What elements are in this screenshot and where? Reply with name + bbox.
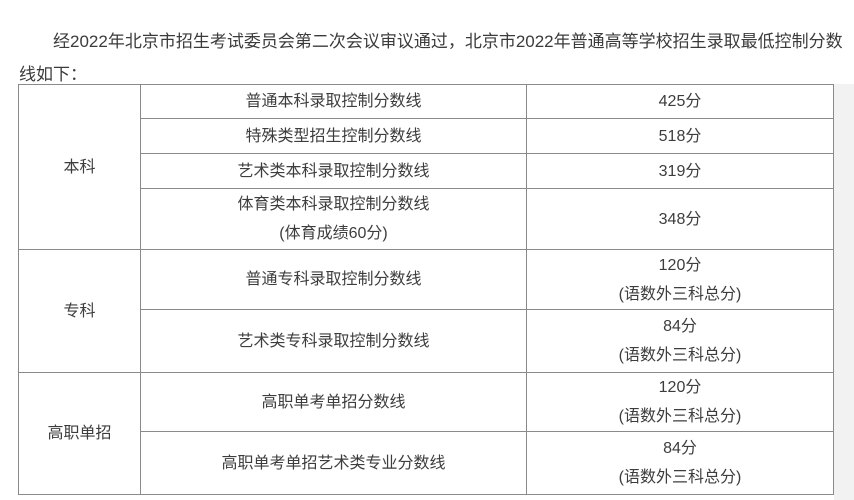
score-value: 348分 (658, 210, 702, 228)
table-row: 艺术类专科录取控制分数线 84分 (语数外三科总分) (19, 309, 834, 373)
score-note: (语数外三科总分) (618, 469, 742, 486)
score-cell: 84分 (语数外三科总分) (526, 431, 834, 495)
item-label: 高职单考单招艺术类专业分数线 (221, 454, 446, 472)
category-cell-zhuanke: 专科 (18, 249, 141, 373)
table-row: 高职单招 高职单考单招分数线 120分 (语数外三科总分) (18, 372, 834, 495)
score-note: (语数外三科总分) (618, 285, 742, 303)
item-label: 艺术类本科录取控制分数线 (237, 162, 430, 180)
score-cell: 518分 (526, 118, 834, 154)
score-value: 425分 (658, 93, 702, 110)
score-note: (语数外三科总分) (618, 408, 742, 425)
item-cell: 高职单考单招分数线 (140, 372, 527, 432)
score-cell: 120分 (语数外三科总分) (526, 249, 834, 310)
table-row: 特殊类型招生控制分数线 518分 (19, 118, 834, 154)
score-value: 120分 (658, 256, 702, 274)
item-cell: 高职单考单招艺术类专业分数线 (140, 431, 527, 495)
score-cell: 425分 (526, 84, 834, 119)
category-cell-benke: 本科 (18, 84, 141, 250)
item-cell: 普通本科录取控制分数线 (140, 84, 527, 119)
item-cell: 普通专科录取控制分数线 (140, 249, 527, 310)
item-note: (体育成绩60分) (279, 225, 388, 242)
item-label: 艺术类专科录取控制分数线 (237, 332, 430, 350)
score-value: 518分 (658, 127, 702, 145)
score-value: 319分 (658, 162, 702, 180)
intro-paragraph: 经2022年北京市招生考试委员会第二次会议审议通过，北京市2022年普通高等学校… (19, 32, 843, 84)
item-label: 普通专科录取控制分数线 (245, 271, 422, 288)
item-label: 体育类本科录取控制分数线 (237, 196, 430, 213)
item-label: 普通本科录取控制分数线 (245, 93, 422, 110)
item-cell: 体育类本科录取控制分数线 (体育成绩60分) (140, 188, 527, 250)
item-cell: 特殊类型招生控制分数线 (140, 118, 527, 154)
score-value: 120分 (658, 379, 702, 396)
item-cell: 艺术类本科录取控制分数线 (140, 153, 527, 189)
table-row: 本科 普通本科录取控制分数线 425分 (18, 84, 834, 250)
table-row: 高职单考单招艺术类专业分数线 84分 (语数外三科总分) (19, 431, 834, 495)
score-table: 本科 普通本科录取控制分数线 425分 特殊类型招生控制分数线 518分 艺术类… (18, 84, 834, 495)
item-cell: 艺术类专科录取控制分数线 (140, 309, 527, 373)
table-row: 体育类本科录取控制分数线 (体育成绩60分) 348分 (19, 188, 834, 250)
score-cell: 319分 (526, 153, 834, 189)
score-note: (语数外三科总分) (618, 347, 742, 364)
category-cell-gaozhidanzhao: 高职单招 (18, 372, 141, 495)
item-label: 特殊类型招生控制分数线 (245, 127, 422, 145)
score-value: 84分 (663, 318, 697, 335)
score-cell: 84分 (语数外三科总分) (526, 309, 834, 373)
page-margin-strip (834, 84, 854, 500)
table-row: 艺术类本科录取控制分数线 319分 (19, 153, 834, 189)
table-row: 专科 普通专科录取控制分数线 120分 (语数外三科总分) (18, 249, 834, 373)
score-cell: 120分 (语数外三科总分) (526, 372, 834, 432)
score-cell: 348分 (526, 188, 834, 250)
score-value: 84分 (663, 440, 697, 457)
item-label: 高职单考单招分数线 (261, 393, 406, 411)
